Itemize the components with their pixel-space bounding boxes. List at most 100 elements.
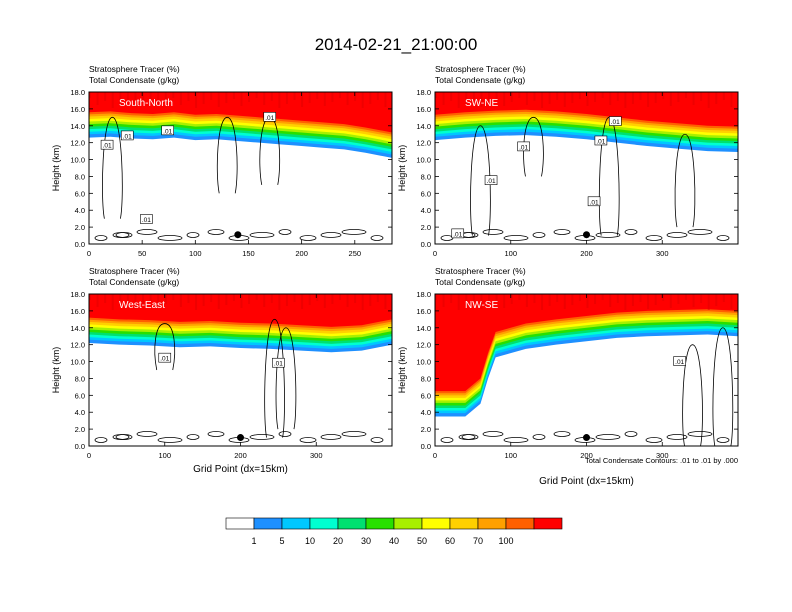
contour-label: .01	[487, 178, 496, 185]
tracer-streak	[384, 294, 387, 309]
tracer-streak	[457, 294, 460, 310]
tracer-streak	[707, 92, 710, 108]
contour-label-box	[263, 112, 277, 122]
panel-title: Total Condensate (g/kg)	[435, 277, 525, 287]
tracer-streak	[376, 294, 379, 302]
colorbar-label: 100	[498, 536, 513, 546]
tracer-streak	[548, 92, 551, 104]
tracer-streak	[692, 294, 695, 307]
condensate-contour	[94, 235, 108, 241]
tracer-streak	[450, 294, 453, 303]
y-tick-label: 16.0	[416, 105, 431, 114]
tracer-streak	[111, 92, 114, 108]
condensate-contour	[112, 232, 130, 238]
condensate-contour	[674, 133, 696, 228]
tracer-streak	[662, 294, 665, 301]
x-tick-label: 0	[87, 451, 91, 460]
condensate-contour	[482, 229, 504, 235]
tracer-streak	[338, 92, 341, 98]
tracer-streak	[210, 92, 213, 100]
tracer-streak	[472, 294, 475, 302]
y-tick-label: 6.0	[421, 391, 431, 400]
tracer-streak	[669, 92, 672, 106]
tracer-streak	[255, 294, 258, 300]
tracer-streak	[119, 92, 122, 104]
contour-label: .01	[160, 356, 169, 363]
contour-label: .01	[590, 199, 599, 206]
tracer-streak	[293, 92, 296, 100]
y-tick-label: 18.0	[416, 88, 431, 97]
cross-section-label: South-North	[119, 98, 173, 109]
y-tick-label: 18.0	[416, 290, 431, 299]
condensate-contour	[370, 437, 384, 443]
contour-label-box	[673, 356, 686, 366]
tracer-streak	[323, 92, 326, 106]
tracer-streak	[187, 294, 190, 303]
colorbar-label: 50	[417, 536, 427, 546]
tracer-field	[89, 294, 392, 353]
condensate-contour	[624, 229, 638, 235]
contour-label: .01	[453, 231, 462, 238]
tracer-streak	[308, 92, 311, 103]
contour-label-box	[608, 116, 622, 126]
tracer-streak	[556, 92, 559, 100]
tracer-streak	[126, 294, 129, 302]
tracer-streak	[278, 294, 281, 310]
panel-title: Stratosphere Tracer (%)	[89, 64, 180, 74]
tracer-field	[435, 92, 738, 152]
condensate-contours	[94, 116, 384, 241]
colorbar-label: 30	[361, 536, 371, 546]
y-tick-label: 4.0	[75, 206, 85, 215]
y-tick-label: 10.0	[70, 156, 85, 165]
tracer-streak	[631, 92, 634, 104]
colorbar-swatch	[253, 517, 283, 530]
condensate-contour	[595, 434, 621, 440]
tracer-streak	[354, 294, 357, 303]
tracer-streak	[308, 294, 311, 305]
y-tick-label: 2.0	[75, 425, 85, 434]
contour-label-box	[484, 175, 498, 185]
tracer-field	[435, 294, 738, 417]
tracer-streak	[354, 92, 357, 101]
condensate-contour	[682, 344, 703, 446]
y-tick-label: 18.0	[70, 290, 85, 299]
x-tick-label: 50	[138, 249, 146, 258]
y-tick-label: 10.0	[416, 156, 431, 165]
condensate-contour	[278, 431, 292, 437]
condensate-contour	[553, 431, 571, 437]
condensate-contour	[482, 431, 504, 437]
tracer-streak	[278, 92, 281, 108]
tracer-streak	[715, 92, 718, 104]
colorbar-label: 70	[473, 536, 483, 546]
contour-label-box	[161, 125, 174, 136]
figure-title: 2014-02-21_21:00:00	[315, 35, 478, 54]
condensate-contour	[666, 232, 688, 238]
y-tick-label: 10.0	[70, 358, 85, 367]
tracer-streak	[722, 294, 725, 302]
y-tick-label: 0.0	[75, 240, 85, 249]
tracer-streak	[89, 92, 91, 98]
condensate-contour	[216, 116, 238, 194]
condensate-contour	[157, 437, 183, 443]
location-marker	[234, 231, 242, 239]
panel-title: Total Condensate (g/kg)	[435, 75, 525, 85]
contour-label: .01	[163, 128, 172, 135]
y-tick-label: 14.0	[70, 324, 85, 333]
y-tick-label: 4.0	[75, 408, 85, 417]
tracer-streak	[187, 92, 190, 101]
tracer-streak	[248, 92, 251, 102]
tracer-streak	[684, 294, 687, 300]
y-tick-label: 2.0	[75, 223, 85, 232]
y-tick-label: 0.0	[421, 240, 431, 249]
condensate-contour	[275, 327, 297, 430]
contour-label-box	[120, 130, 134, 141]
tracer-streak	[301, 294, 304, 309]
x-tick-label: 100	[189, 249, 202, 258]
condensate-contour	[687, 431, 713, 437]
tracer-streak	[89, 294, 91, 300]
condensate-contour	[712, 327, 734, 446]
tracer-streak	[285, 294, 288, 306]
condensate-contour	[249, 232, 275, 238]
tracer-streak	[331, 92, 334, 102]
